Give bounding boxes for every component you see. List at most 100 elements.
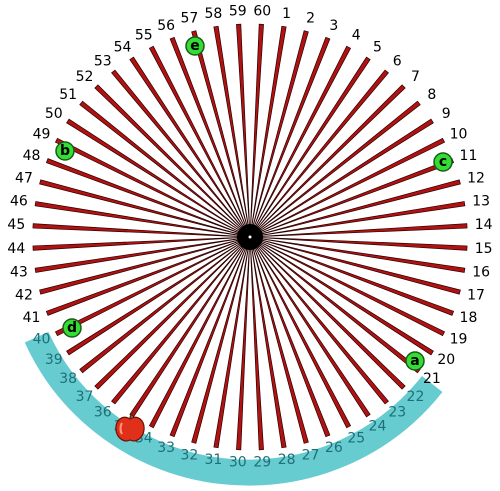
spoke [249,25,287,238]
spoke-label: 49 [33,126,51,142]
spoke-label: 55 [135,28,153,44]
spoke [249,236,468,251]
spoke [94,236,251,390]
spoke [191,236,251,444]
spoke [236,236,251,451]
marker [55,141,75,161]
markers: a b c d e [55,36,453,371]
spoke [249,236,287,449]
spoke [249,236,434,356]
spoke-label: 42 [15,287,33,303]
marker-label: c [439,154,447,170]
spoke [249,84,406,238]
spoke [45,158,251,238]
spoke-label: 32 [181,447,199,463]
spoke-label: 1 [282,6,291,22]
spoke [249,100,421,238]
spoke-label: 21 [423,371,441,387]
spoke [249,30,309,238]
spoke [249,137,446,238]
spoke-label: 10 [450,126,468,142]
spoke [249,236,264,451]
spoke-label: 5 [373,39,382,55]
marker-label: b [60,143,70,159]
spoke-label: 36 [94,405,112,421]
spoke [34,236,251,273]
spoke [249,179,461,238]
spoke-label: 57 [181,11,199,27]
marker [185,36,205,56]
highlight-arc [24,331,443,486]
spoke [66,118,251,238]
spoke-label: 20 [437,352,455,368]
marker [62,318,82,338]
spoke-label: 38 [59,371,77,387]
spoke [249,236,309,444]
spoke-label: 58 [204,6,222,22]
spoke-label: 45 [7,217,25,233]
spoke [39,236,251,295]
spoke [111,236,251,405]
spoke [94,84,251,238]
spoke [66,236,251,356]
spoke-label: 33 [157,440,175,456]
spoke-label: 54 [114,39,132,55]
hub-dot [248,235,252,239]
spoke [32,236,251,251]
spokes [32,23,468,451]
spoke-label: 11 [460,148,478,164]
spoke-label: 9 [442,106,451,122]
spoke [213,25,251,238]
spoke [249,223,468,238]
spoke-label: 48 [23,148,41,164]
spoke [79,100,251,238]
spoke-label: 18 [460,310,478,326]
labels: 1 2 34567891011121314151617181920212223242… [7,3,492,470]
spoke-label: 26 [325,440,343,456]
spoke-label: 60 [253,3,271,19]
spoke-label: 29 [253,455,271,471]
spoke [54,236,251,337]
spoke-label: 15 [475,241,493,257]
spoke-label: 14 [475,217,493,233]
spoke [34,201,251,238]
marker-label: d [67,320,77,336]
spoke-label: 8 [427,87,436,103]
spoke [249,236,389,405]
spoke-label: 52 [76,69,94,85]
spoke-label: 3 [329,18,338,34]
spoke-label: 19 [450,332,468,348]
spoke [249,56,371,238]
marker-label: e [190,38,200,54]
spoke-label: 46 [10,194,28,210]
spoke-label: 59 [229,3,247,19]
spoke [54,137,251,238]
spoke [249,201,466,238]
spoke-label: 37 [76,389,94,405]
spoke-label: 6 [393,53,402,69]
spoke [249,236,352,429]
spoke-label: 31 [204,452,222,468]
spoke-label: 23 [388,405,406,421]
spoke [45,236,251,316]
marker-label: a [410,353,419,369]
spoke-label: 16 [472,264,490,280]
spoke [79,236,251,374]
spoke-label: 12 [467,171,485,187]
spoke [169,236,251,438]
spoke [249,236,371,418]
spoke-label: 44 [7,241,25,257]
spoke-label: 27 [302,447,320,463]
spoke-label: 41 [23,310,41,326]
spoke [236,23,251,238]
spoke-label: 22 [407,389,425,405]
spoke-label: 28 [278,452,296,468]
spoke-label: 4 [352,28,361,44]
spoke-label: 25 [347,430,365,446]
spoke [148,45,251,238]
spoke-label: 13 [472,194,490,210]
spoke [249,236,455,316]
marker [433,152,453,172]
spoke [249,236,466,273]
